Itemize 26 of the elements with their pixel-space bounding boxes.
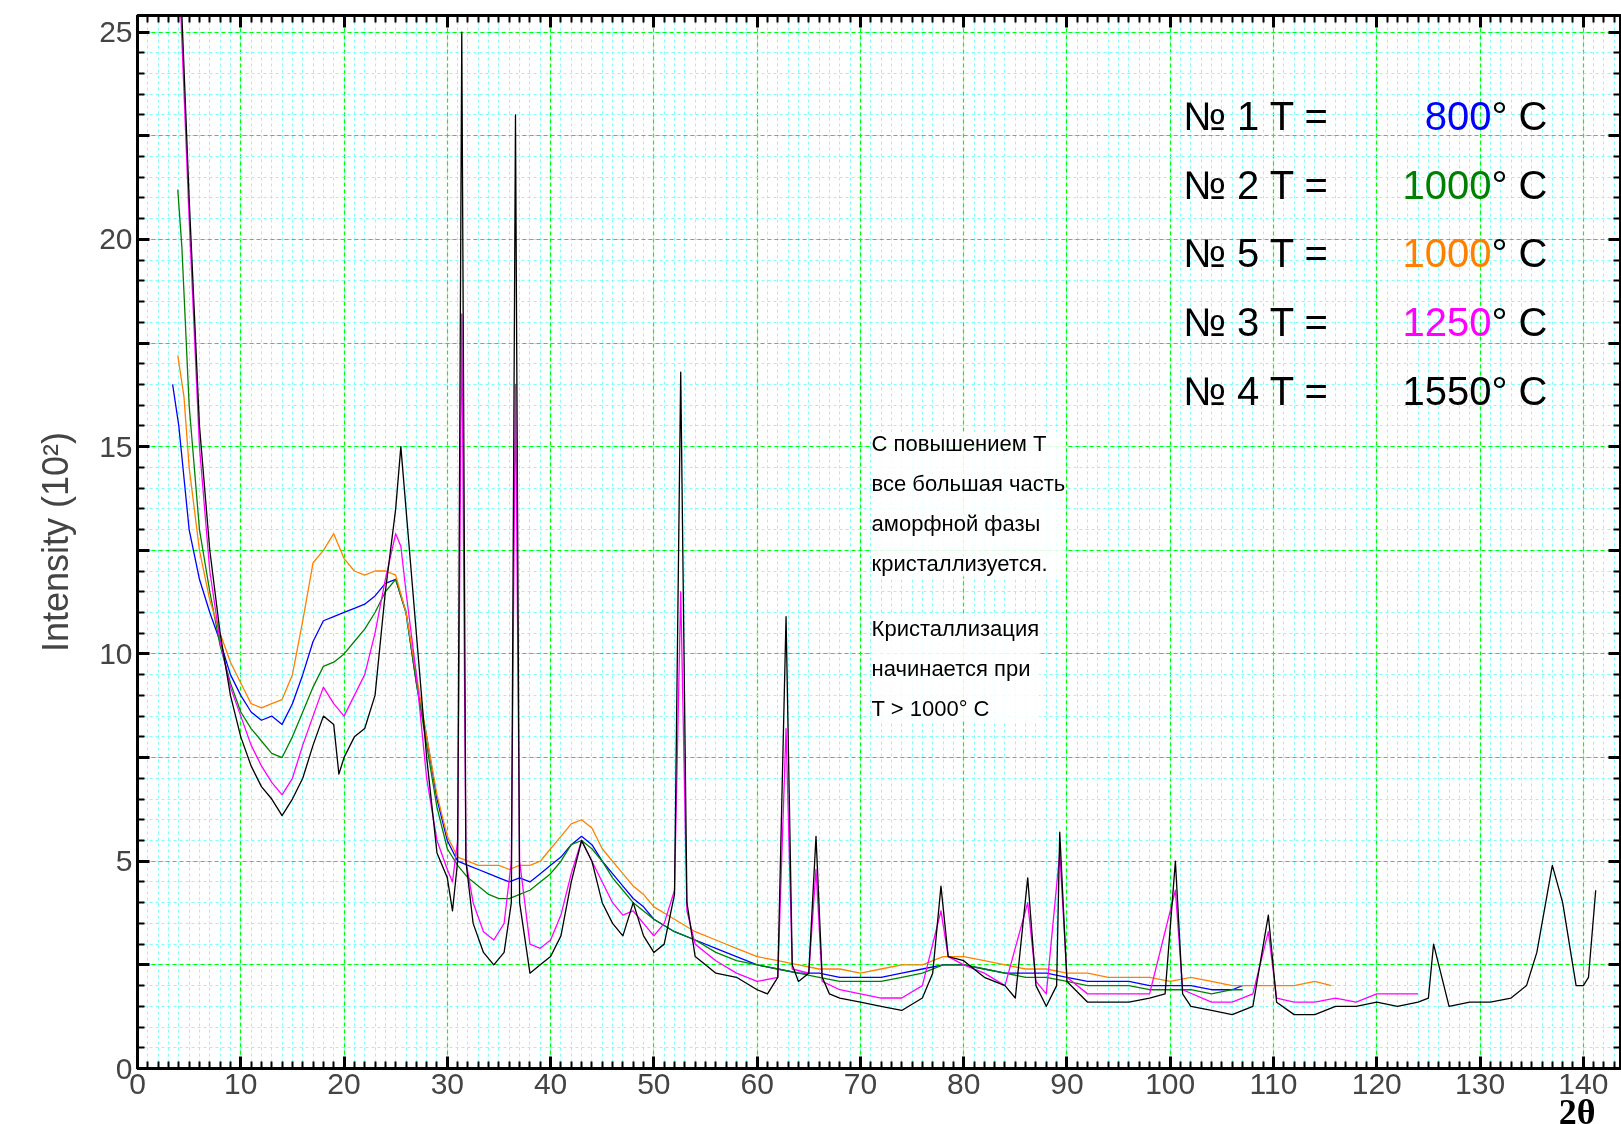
text: № 3 T = 1250° C bbox=[1183, 300, 1548, 345]
x-tick-label: 10 bbox=[224, 1066, 258, 1100]
x-tick-label: 130 bbox=[1455, 1066, 1506, 1100]
text: № 1 T = 800° C bbox=[1183, 93, 1548, 138]
x-tick-label: 50 bbox=[637, 1066, 671, 1100]
text: № 4 T = 1550° C bbox=[1183, 369, 1548, 414]
text: № 5 T = 1000° C bbox=[1183, 231, 1548, 276]
x-tick-label: 80 bbox=[947, 1066, 981, 1100]
annotation: С повышением T все большая часть аморфной фазы кристаллизуется. bbox=[871, 431, 1066, 577]
x-tick-label: 20 bbox=[327, 1066, 361, 1100]
text: № 2 T = 1000° C bbox=[1183, 162, 1548, 207]
y-tick-label: 25 bbox=[99, 15, 133, 49]
x-tick-label: 120 bbox=[1351, 1066, 1402, 1100]
x-tick-label: 100 bbox=[1145, 1066, 1196, 1100]
x-tick-label: 90 bbox=[1050, 1066, 1084, 1100]
y-axis-title: Intensity (10²) bbox=[35, 431, 77, 653]
x-tick-label: 110 bbox=[1249, 1066, 1298, 1100]
x-tick-label: 30 bbox=[430, 1066, 465, 1100]
y-tick-label: 20 bbox=[99, 222, 133, 256]
x-tick-label: 60 bbox=[740, 1066, 774, 1100]
y-tick-label: 15 bbox=[99, 429, 133, 463]
annotation: Кристаллизация начинается при T > 1000° C bbox=[871, 615, 1040, 721]
y-tick-label: 5 bbox=[115, 844, 133, 878]
y-tick-label: 10 bbox=[99, 636, 133, 670]
x-tick-label: 70 bbox=[843, 1066, 878, 1100]
x-tick-label: 40 bbox=[533, 1066, 568, 1100]
